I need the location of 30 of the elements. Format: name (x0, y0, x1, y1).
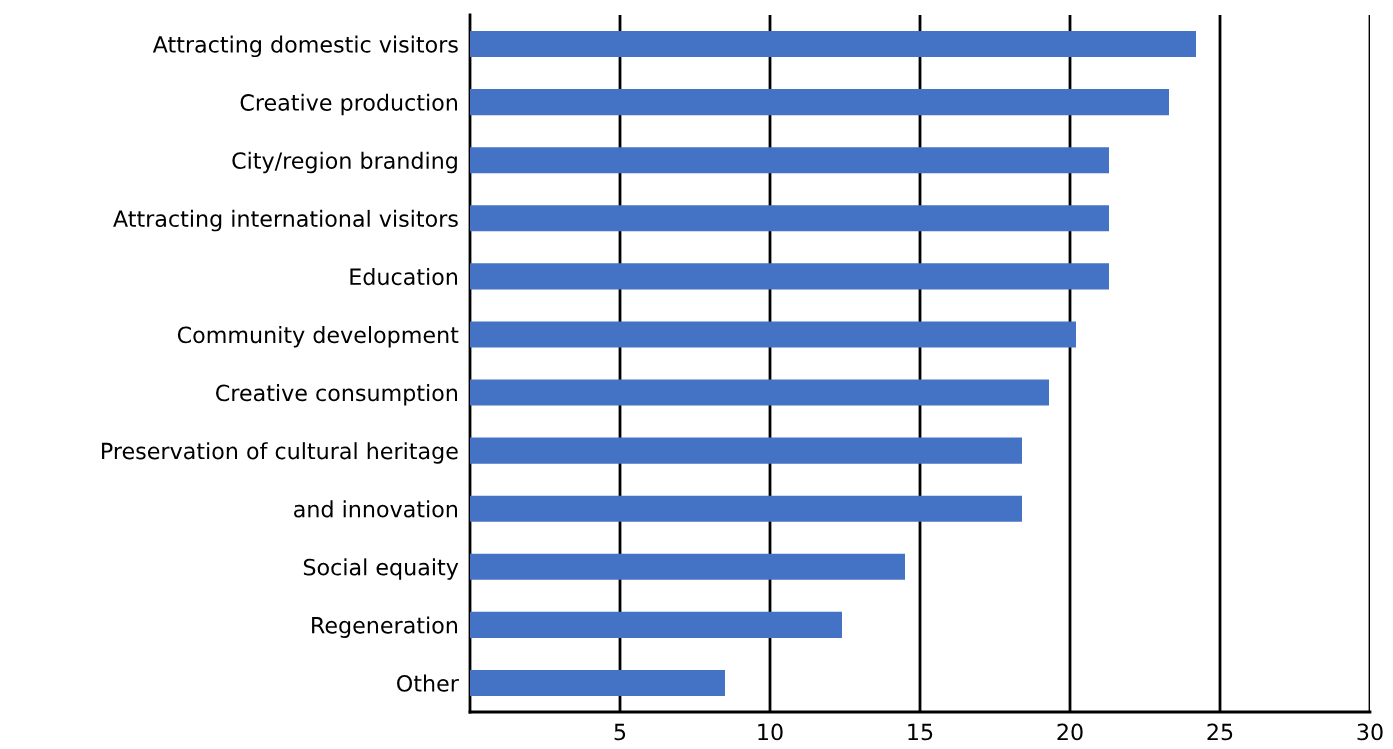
bar (470, 495, 1022, 522)
x-tick-label: 10 (758, 723, 783, 741)
y-tick-label: Education (350, 267, 457, 286)
bar (470, 321, 1076, 348)
x-tick-label: 5 (614, 723, 626, 741)
bar (470, 89, 1169, 116)
y-tick-label: Social equaity (303, 558, 459, 580)
y-tick-label: Creative production (240, 93, 457, 116)
x-tick-label: 20 (1057, 723, 1083, 741)
bar (470, 263, 1109, 290)
bar (470, 379, 1049, 406)
y-tick-label: Attracting domestic visitors (152, 35, 458, 58)
y-tick-label: Regeneration (312, 616, 457, 638)
bar (470, 437, 1022, 464)
bar (470, 147, 1109, 174)
y-tick-label: Other (397, 674, 459, 692)
y-tick-label: Attracting international visitors (113, 209, 458, 232)
bar (470, 553, 905, 580)
x-tick-label: 25 (1207, 723, 1233, 741)
y-tick-label: Community development (177, 326, 459, 348)
bar (470, 205, 1109, 232)
x-tick-label: 30 (1357, 723, 1383, 741)
y-tick-label: Preservation of cultural heritage (102, 442, 458, 464)
y-tick-label: and innovation (294, 500, 457, 518)
bar (470, 669, 725, 697)
x-tick-label: 15 (908, 723, 933, 741)
bar (470, 30, 1196, 58)
bar (470, 611, 842, 638)
y-tick-label: City/region branding (232, 151, 457, 174)
y-tick-label: Creative consumption (216, 384, 457, 406)
